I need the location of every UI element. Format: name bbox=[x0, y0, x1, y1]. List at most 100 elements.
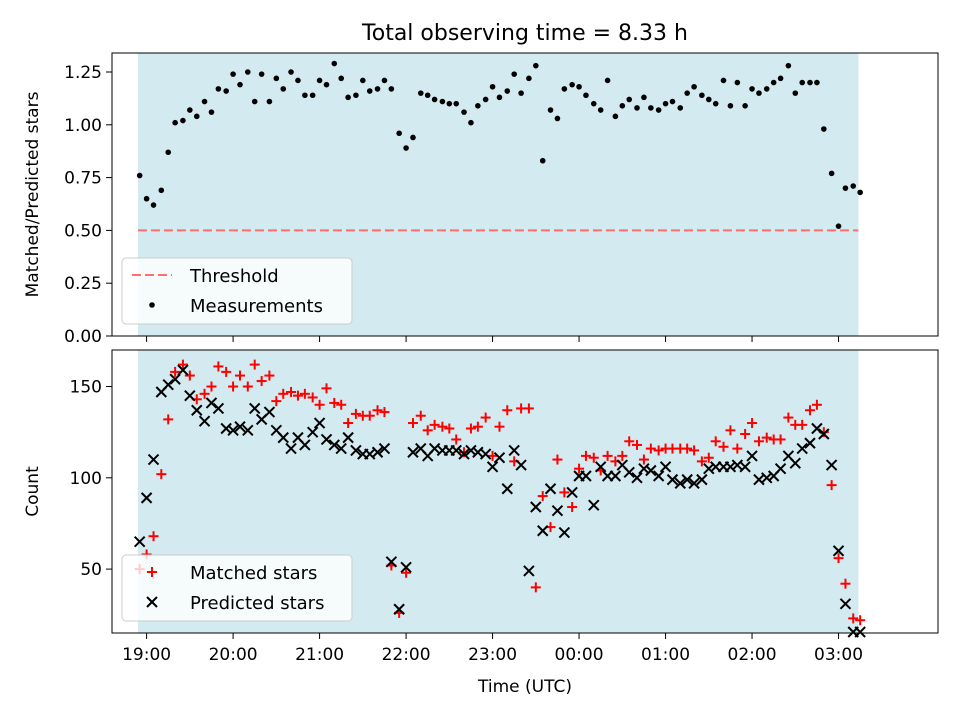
predicted-star-point-b bbox=[753, 473, 765, 486]
predicted-star-point-b bbox=[450, 444, 462, 457]
matched-star-point bbox=[740, 428, 751, 439]
matched-star-point bbox=[221, 366, 232, 377]
predicted-star-point bbox=[220, 422, 232, 435]
predicted-star-point bbox=[761, 472, 773, 484]
predicted-star-point bbox=[746, 450, 758, 462]
measurement-point bbox=[143, 195, 150, 202]
measurement-point bbox=[821, 126, 827, 132]
predicted-star-point-b bbox=[825, 459, 838, 471]
legend-matched-swatch bbox=[147, 567, 157, 577]
predicted-star-point-b bbox=[551, 504, 564, 517]
top-ytick-label: 1.25 bbox=[64, 63, 102, 83]
predicted-star-point bbox=[277, 431, 289, 444]
ratio-axes-frame bbox=[111, 52, 939, 337]
predicted-star-point-b bbox=[789, 457, 801, 469]
predicted-star-point bbox=[407, 446, 419, 458]
measurement-point bbox=[338, 75, 345, 82]
predicted-star-point-b bbox=[645, 464, 657, 477]
matched-star-point bbox=[638, 454, 649, 465]
matched-star-point bbox=[184, 370, 195, 381]
predicted-star-point bbox=[818, 428, 830, 440]
predicted-star-point bbox=[486, 461, 499, 473]
predicted-star-point-b bbox=[703, 462, 715, 475]
measurement-point bbox=[749, 86, 755, 92]
measurement-point bbox=[720, 77, 727, 84]
matched-star-point bbox=[422, 425, 433, 436]
measurement-point bbox=[215, 86, 222, 92]
matched-star-point bbox=[242, 381, 253, 392]
count-x-ticks: 19:00 20:00 21:00 22:00 23:00 00:00 01:00 02:00… bbox=[122, 633, 863, 665]
predicted-star-point-b bbox=[342, 431, 354, 444]
top-ytick-label: 0.25 bbox=[64, 274, 102, 294]
predicted-star-point bbox=[191, 404, 203, 416]
predicted-star-point-b bbox=[313, 417, 326, 429]
predicted-star-point-b bbox=[652, 470, 665, 482]
measurement-point bbox=[626, 96, 633, 103]
matched-star-point bbox=[826, 480, 837, 491]
predicted-star-point-b bbox=[558, 526, 571, 539]
predicted-star-point-b bbox=[688, 477, 700, 489]
measurement-point bbox=[576, 83, 582, 90]
measurement-point bbox=[590, 100, 597, 107]
measurement-point bbox=[331, 60, 338, 67]
matched-star-point bbox=[350, 408, 361, 419]
predicted-star-point bbox=[393, 603, 405, 615]
matched-star-point bbox=[372, 405, 383, 416]
predicted-star-point bbox=[371, 446, 384, 458]
matched-star-point bbox=[465, 423, 476, 434]
predicted-star-point bbox=[537, 525, 549, 537]
predicted-star-point-b bbox=[530, 501, 542, 513]
predicted-star-point bbox=[854, 626, 866, 638]
predicted-star-point-b bbox=[220, 422, 232, 435]
predicted-star-point bbox=[623, 466, 635, 479]
measurement-point bbox=[360, 77, 366, 84]
measurement-point bbox=[569, 81, 575, 88]
predicted-star-point-b bbox=[162, 378, 174, 391]
matched-star-point bbox=[487, 450, 498, 461]
matched-star-point bbox=[249, 359, 260, 370]
matched-star-point bbox=[148, 531, 159, 542]
measurement-point bbox=[648, 105, 654, 111]
measurement-point bbox=[770, 79, 777, 86]
predicted-star-point bbox=[703, 462, 715, 475]
matched-star-point bbox=[696, 456, 707, 467]
measurement-point bbox=[223, 88, 229, 94]
measurement-point bbox=[763, 86, 770, 92]
measurement-point bbox=[655, 107, 662, 113]
measurement-point bbox=[634, 105, 640, 111]
predicted-star-point-b bbox=[465, 444, 477, 457]
matched-star-point bbox=[804, 405, 815, 416]
matched-star-point bbox=[271, 396, 282, 407]
predicted-star-point bbox=[523, 565, 535, 577]
predicted-star-point bbox=[313, 417, 326, 429]
predicted-star-point bbox=[580, 470, 592, 482]
predicted-star-point bbox=[566, 486, 578, 499]
predicted-star-point-b bbox=[328, 439, 340, 451]
matched-star-point bbox=[718, 441, 729, 452]
measurement-point bbox=[187, 107, 193, 113]
measurement-point bbox=[273, 75, 280, 82]
matched-star-point bbox=[451, 434, 462, 445]
predicted-star-point bbox=[465, 444, 477, 457]
matched-star-point bbox=[682, 443, 693, 454]
ratio-y-axis-label: Matched/Predicted stars bbox=[23, 91, 43, 297]
matched-star-point bbox=[775, 434, 786, 445]
matched-star-point bbox=[401, 567, 412, 578]
predicted-star-point-b bbox=[212, 402, 225, 415]
matched-star-point bbox=[170, 366, 181, 377]
measurement-point bbox=[482, 96, 489, 103]
measurement-point bbox=[309, 92, 316, 99]
matched-star-point bbox=[163, 414, 174, 425]
matched-star-point bbox=[632, 439, 643, 450]
predicted-star-point-b bbox=[371, 446, 384, 458]
measurement-point bbox=[461, 109, 467, 115]
measurement-point bbox=[496, 94, 503, 101]
predicted-star-point-b bbox=[580, 470, 592, 482]
measurement-point bbox=[366, 88, 373, 94]
predicted-star-point-b bbox=[191, 404, 203, 416]
legend-matched-marker bbox=[147, 567, 157, 577]
matched-star-point bbox=[653, 445, 664, 456]
legend-matched-label: Matched stars bbox=[190, 563, 317, 584]
measurement-point bbox=[323, 81, 330, 88]
